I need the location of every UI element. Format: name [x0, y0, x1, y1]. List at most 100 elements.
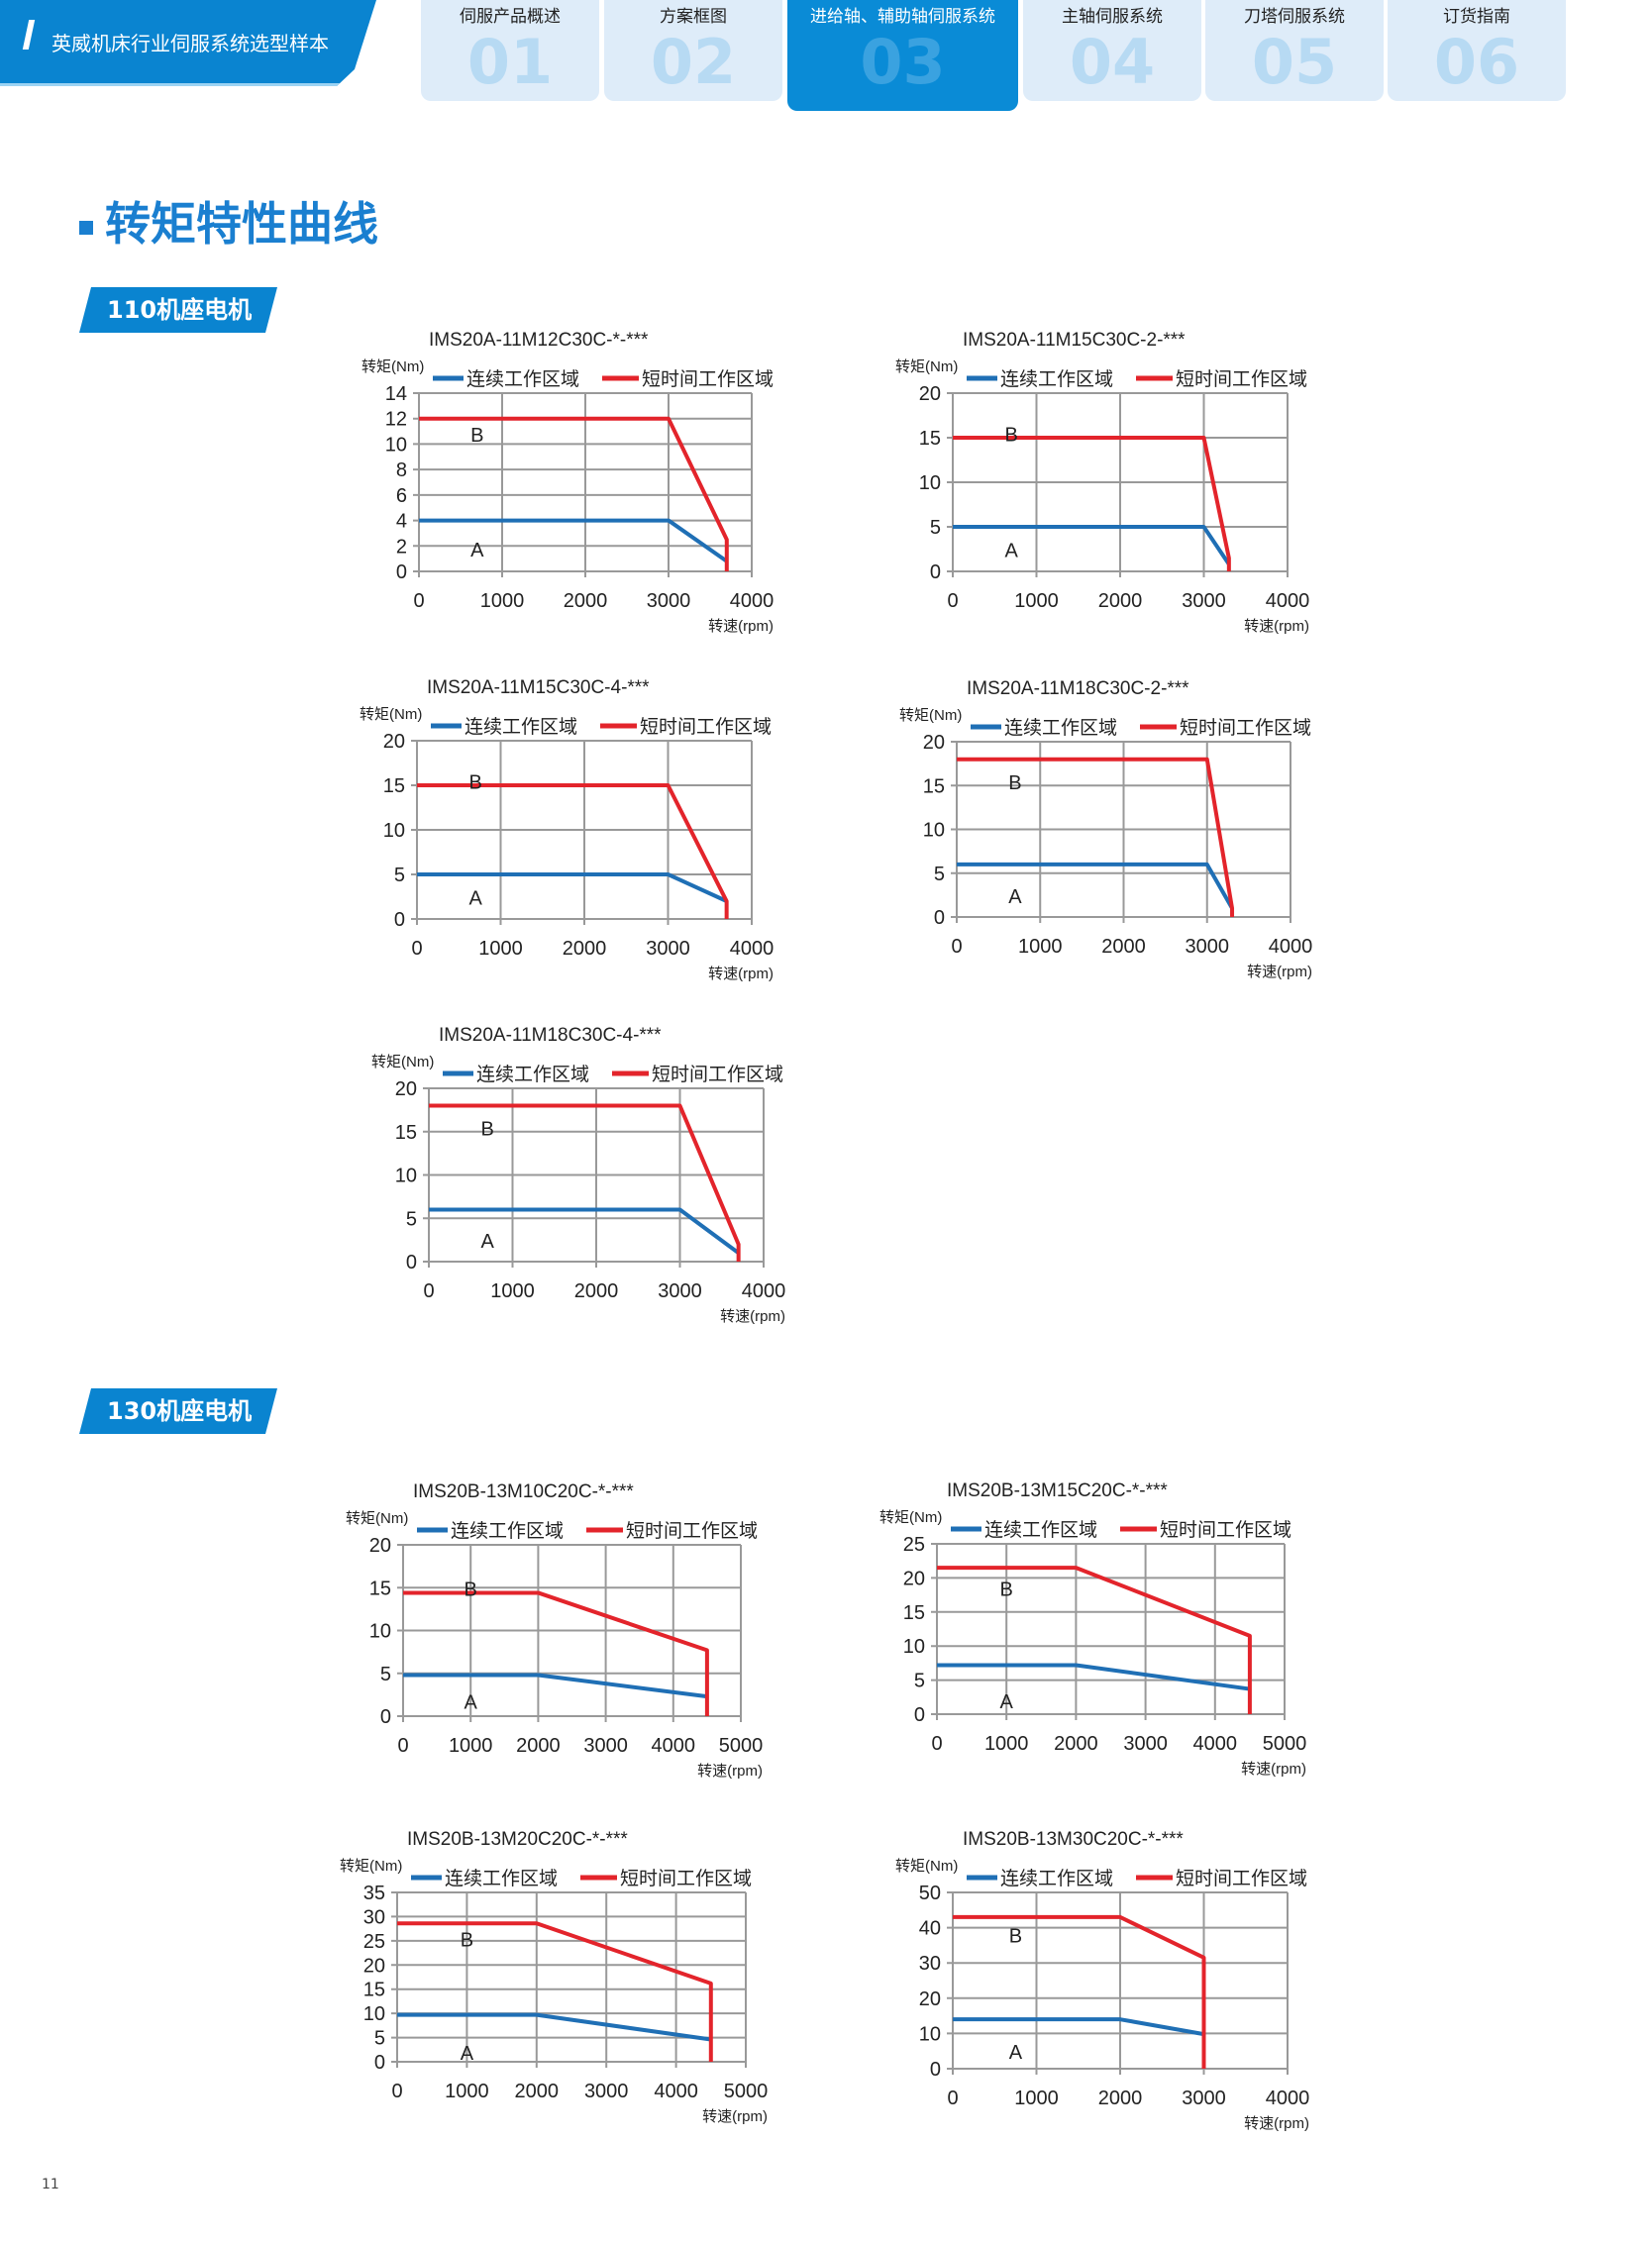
y-tick-label: 6 [396, 485, 407, 507]
x-tick-label: 0 [413, 590, 424, 612]
torque-chart-6: 0 5 10 15 20 0 1000 2000 3000 4000 5000 B A IMS20B-13… [334, 1466, 780, 1785]
legend-short-time-label: 短时间工作区域 [642, 368, 774, 390]
x-axis-label: 转速(rpm) [1247, 964, 1312, 980]
y-tick-label: 2 [396, 536, 407, 558]
tab-feed-axis[interactable]: 进给轴、辅助轴伺服系统 03 [787, 0, 1018, 111]
legend-short-time-label: 短时间工作区域 [626, 1520, 758, 1542]
y-tick-label: 5 [394, 865, 405, 886]
short-time-series-line [417, 783, 729, 919]
y-tick-label: 20 [903, 1568, 925, 1589]
torque-chart-5: 0 5 10 15 20 0 1000 2000 3000 4000 B A IMS20A-11M18C… [360, 1009, 803, 1331]
short-time-series-line [397, 1921, 713, 2062]
chart-title: IMS20A-11M15C30C-2-*** [963, 330, 1186, 351]
y-tick-label: 20 [395, 1078, 417, 1100]
y-axis-label: 转矩(Nm) [879, 1509, 942, 1526]
torque-chart-2: 0 5 10 15 20 0 1000 2000 3000 4000 B A IMS20A-11M15C… [883, 314, 1327, 641]
x-axis-label: 转速(rpm) [708, 966, 774, 982]
short-time-series-line [957, 757, 1235, 917]
x-tick-label: 1000 [1014, 590, 1059, 612]
continuous-series-line [417, 872, 728, 903]
short-time-series-line [953, 436, 1231, 571]
region-label: A [480, 1231, 494, 1253]
y-tick-label: 0 [394, 909, 405, 931]
x-tick-label: 3000 [583, 1735, 628, 1757]
region-label: B [1000, 1580, 1013, 1601]
x-tick-label: 1000 [480, 590, 525, 612]
y-tick-label: 10 [395, 1166, 417, 1187]
x-tick-label: 2000 [1098, 2088, 1143, 2109]
y-tick-label: 14 [385, 383, 407, 405]
y-tick-label: 5 [380, 1664, 391, 1685]
tab-diagram[interactable]: 方案框图 02 [604, 0, 782, 101]
chart-title: IMS20A-11M18C30C-2-*** [967, 678, 1189, 699]
x-axis-label: 转速(rpm) [697, 1763, 763, 1780]
y-tick-label: 15 [903, 1602, 925, 1624]
region-label: A [461, 2043, 474, 2065]
tab-ordering[interactable]: 订货指南 06 [1388, 0, 1566, 101]
region-label: B [470, 425, 483, 447]
chart-svg: 0 2 4 6 8 10 12 14 0 1000 2000 3000 4000 B A IMS20A-11M… [361, 330, 774, 635]
y-axis-label: 转矩(Nm) [371, 1054, 434, 1070]
y-tick-label: 0 [914, 1704, 925, 1726]
x-tick-label: 3000 [647, 590, 691, 612]
x-tick-label: 3000 [646, 938, 690, 960]
legend-short-time-label: 短时间工作区域 [652, 1064, 783, 1085]
tab-label: 伺服产品概述 [460, 7, 561, 27]
y-tick-label: 5 [374, 2028, 385, 2050]
x-tick-label: 4000 [1266, 2088, 1310, 2109]
x-tick-label: 4000 [730, 590, 774, 612]
slash-icon [22, 20, 36, 50]
legend-continuous-label: 连续工作区域 [445, 1868, 558, 1889]
tab-spindle[interactable]: 主轴伺服系统 04 [1023, 0, 1201, 101]
tab-number: 04 [1069, 26, 1156, 98]
y-tick-label: 20 [923, 732, 945, 754]
tab-overview[interactable]: 伺服产品概述 01 [421, 0, 599, 101]
y-tick-label: 15 [923, 775, 945, 797]
y-tick-label: 25 [903, 1534, 925, 1556]
y-tick-label: 20 [383, 731, 405, 753]
x-tick-label: 0 [397, 1735, 408, 1757]
x-tick-label: 0 [411, 938, 422, 960]
y-axis-label: 转矩(Nm) [346, 1510, 408, 1527]
tab-number: 01 [466, 26, 554, 98]
legend-continuous-label: 连续工作区域 [1004, 717, 1117, 739]
torque-chart-4: 0 5 10 15 20 0 1000 2000 3000 4000 B A IMS20A-11M18C… [887, 662, 1330, 986]
short-time-series-line [403, 1590, 709, 1716]
tab-turret[interactable]: 刀塔伺服系统 05 [1205, 0, 1384, 101]
x-tick-label: 4000 [1193, 1733, 1238, 1755]
legend-continuous-label: 连续工作区域 [1000, 1868, 1113, 1889]
y-tick-label: 12 [385, 409, 407, 431]
region-label: A [1009, 2042, 1023, 2064]
chart-title: IMS20A-11M15C30C-4-*** [427, 677, 650, 698]
y-tick-label: 20 [919, 383, 941, 405]
continuous-series-line [397, 2012, 712, 2042]
y-tick-label: 15 [363, 1980, 385, 2001]
y-tick-label: 10 [919, 2023, 941, 2045]
x-tick-label: 2000 [574, 1280, 619, 1302]
tab-number: 03 [860, 26, 946, 98]
legend-continuous-label: 连续工作区域 [451, 1520, 564, 1542]
tab-number: 02 [650, 26, 737, 98]
x-tick-label: 5000 [719, 1735, 764, 1757]
y-tick-label: 10 [903, 1636, 925, 1658]
x-tick-label: 2000 [515, 2081, 560, 2102]
chart-title: IMS20B-13M10C20C-*-*** [413, 1481, 634, 1502]
x-tick-label: 3000 [584, 2081, 629, 2102]
x-tick-label: 4000 [654, 2081, 698, 2102]
x-tick-label: 3000 [1182, 2088, 1226, 2109]
y-tick-label: 10 [369, 1621, 391, 1643]
chart-title: IMS20B-13M15C20C-*-*** [947, 1480, 1168, 1501]
x-tick-label: 0 [391, 2081, 402, 2102]
y-axis-label: 转矩(Nm) [895, 358, 958, 375]
bullet-square-icon [79, 220, 93, 235]
region-label: B [1008, 772, 1021, 794]
x-tick-label: 3000 [658, 1280, 702, 1302]
x-tick-label: 1000 [478, 938, 523, 960]
x-tick-label: 1000 [1018, 936, 1063, 958]
y-tick-label: 10 [363, 2003, 385, 2025]
x-tick-label: 2000 [563, 938, 607, 960]
x-tick-label: 2000 [1101, 936, 1146, 958]
y-tick-label: 30 [363, 1906, 385, 1928]
x-tick-label: 2000 [516, 1735, 561, 1757]
